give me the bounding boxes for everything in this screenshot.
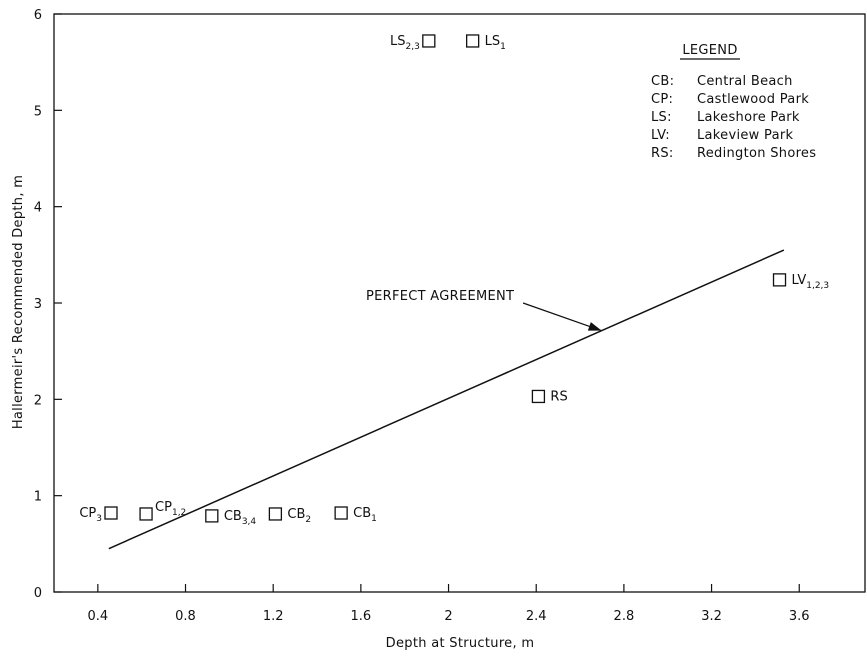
axis-ticks: 0.4 0.8 1.2 1.6 2 2.4 2.8 3.2 3.6 0 1 2 3 4 5 6: [34, 8, 810, 624]
y-tick-label: 1: [34, 490, 42, 505]
data-point-label: RS: [550, 389, 567, 404]
legend-code: LV:: [651, 128, 670, 143]
legend-code: CP:: [651, 92, 673, 107]
legend-code: RS:: [651, 146, 674, 161]
x-tick-label: 2.4: [526, 609, 547, 624]
y-tick-label: 3: [34, 297, 42, 312]
x-tick-label: 3.6: [789, 609, 810, 624]
data-point-marker: [268, 507, 283, 521]
data-point-label: CP1,2: [155, 500, 186, 518]
x-tick-label: 2: [444, 609, 452, 624]
legend-name: Central Beach: [697, 74, 793, 89]
legend-name: Lakeview Park: [697, 128, 794, 143]
legend-name: Lakeshore Park: [697, 110, 800, 125]
data-point-marker: [772, 273, 787, 287]
data-point-label: LS2,3: [390, 34, 420, 52]
x-axis-title: Depth at Structure, m: [386, 636, 535, 651]
x-tick-label: 0.8: [175, 609, 196, 624]
legend-name: Redington Shores: [697, 146, 816, 161]
y-tick-label: 5: [34, 104, 42, 119]
data-point-marker: [531, 389, 546, 404]
data-point-marker: [139, 507, 153, 521]
y-tick-label: 6: [34, 8, 42, 23]
legend-code: LS:: [651, 110, 672, 125]
y-tick-label: 0: [34, 586, 42, 601]
legend-name: Castlewood Park: [697, 92, 809, 107]
reference-line-group: PERFECT AGREEMENT: [108, 249, 785, 550]
x-tick-label: 1.6: [351, 609, 372, 624]
data-point-label: CB2: [287, 507, 311, 525]
reference-arrowhead: [587, 322, 602, 331]
data-point-marker: [422, 34, 436, 48]
data-point-label: LV1,2,3: [792, 273, 830, 291]
y-axis-title: Hallermeir's Recommended Depth, m: [11, 175, 26, 429]
legend-title: LEGEND: [682, 43, 737, 58]
x-tick-label: 1.2: [263, 609, 284, 624]
data-point-label: CB3,4: [224, 509, 257, 527]
data-point-label: LS1: [485, 34, 506, 52]
data-point-label: CB1: [353, 506, 377, 524]
data-point-marker: [205, 509, 219, 523]
y-tick-label: 2: [34, 393, 42, 408]
legend-entries: CB: Central Beach CP: Castlewood Park LS: Lak…: [651, 74, 816, 161]
data-point-marker: [104, 506, 118, 520]
data-point-marker: [466, 34, 480, 48]
y-tick-label: 4: [34, 201, 42, 216]
legend: LEGEND CB: Central Beach CP: Castlewood Par…: [651, 43, 816, 161]
perfect-agreement-line: [108, 249, 785, 550]
reference-line-label: PERFECT AGREEMENT: [366, 289, 514, 304]
data-point-label: CP3: [79, 506, 102, 524]
legend-code: CB:: [651, 74, 674, 89]
x-tick-label: 2.8: [614, 609, 635, 624]
x-tick-label: 0.4: [87, 609, 108, 624]
x-tick-label: 3.2: [701, 609, 722, 624]
data-point-marker: [334, 506, 348, 520]
reference-leader-line: [522, 302, 602, 332]
data-points: CP3 CP1,2 CB3,4 CB2 CB1 RS LV1,2,3 LS2,3 LS1: [79, 34, 829, 527]
